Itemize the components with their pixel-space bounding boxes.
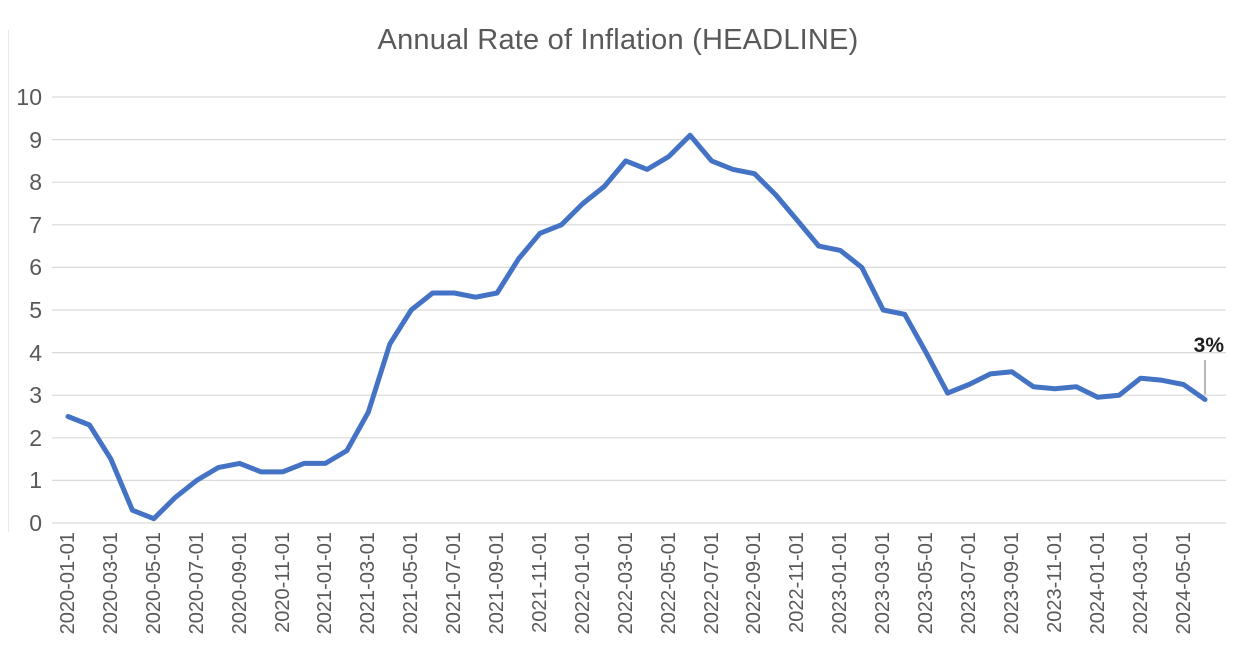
x-tick-label: 2023-07-01	[958, 532, 981, 635]
x-tick-label: 2023-09-01	[1000, 532, 1023, 635]
x-tick-label: 2021-11-01	[528, 532, 551, 633]
x-tick-label: 2020-11-01	[271, 532, 294, 633]
x-tick-label: 2024-05-01	[1172, 532, 1195, 635]
y-tick-label: 3	[29, 382, 42, 409]
x-tick-label: 2023-01-01	[829, 532, 852, 635]
x-tick-label: 2023-05-01	[915, 532, 938, 635]
x-tick-label: 2021-09-01	[486, 532, 509, 635]
x-tick-label: 2022-07-01	[700, 532, 723, 635]
y-tick-label: 7	[29, 211, 42, 238]
x-tick-label: 2024-01-01	[1086, 532, 1109, 635]
y-tick-label: 2	[29, 424, 42, 451]
y-tick-label: 8	[29, 169, 42, 196]
x-tick-label: 2020-03-01	[99, 532, 122, 635]
y-tick-label: 10	[16, 84, 42, 110]
x-tick-label: 2023-03-01	[872, 532, 895, 635]
y-tick-label: 1	[29, 467, 42, 494]
x-tick-label: 2022-11-01	[786, 532, 809, 633]
y-tick-label: 9	[29, 126, 42, 153]
x-tick-label: 2024-03-01	[1129, 532, 1152, 635]
y-tick-label: 0	[29, 510, 42, 536]
chart-title: Annual Rate of Inflation (HEADLINE)	[377, 24, 859, 56]
x-tick-label: 2022-01-01	[571, 532, 594, 635]
x-tick-label: 2021-03-01	[357, 532, 380, 635]
last-point-value-label: 3%	[1193, 334, 1224, 357]
y-tick-label: 5	[29, 297, 42, 323]
x-tick-label: 2022-09-01	[743, 532, 766, 635]
x-tick-label: 2021-05-01	[400, 532, 423, 635]
x-tick-label: 2023-11-01	[1043, 532, 1066, 633]
horizontal-gridlines	[52, 96, 1226, 524]
x-tick-label: 2021-07-01	[443, 532, 466, 635]
y-tick-label: 4	[29, 339, 42, 366]
x-tick-label: 2020-05-01	[142, 532, 165, 635]
x-tick-label: 2020-09-01	[228, 532, 251, 635]
x-tick-label: 2020-01-01	[57, 532, 79, 635]
x-tick-label: 2020-07-01	[185, 532, 208, 635]
x-tick-label: 2022-05-01	[657, 532, 680, 635]
chart-frame-left-edge	[8, 30, 9, 532]
x-tick-label: 2022-03-01	[614, 532, 637, 635]
y-tick-label: 6	[29, 254, 42, 281]
inflation-line-series	[65, 132, 1208, 522]
x-tick-label: 2021-01-01	[314, 532, 337, 635]
